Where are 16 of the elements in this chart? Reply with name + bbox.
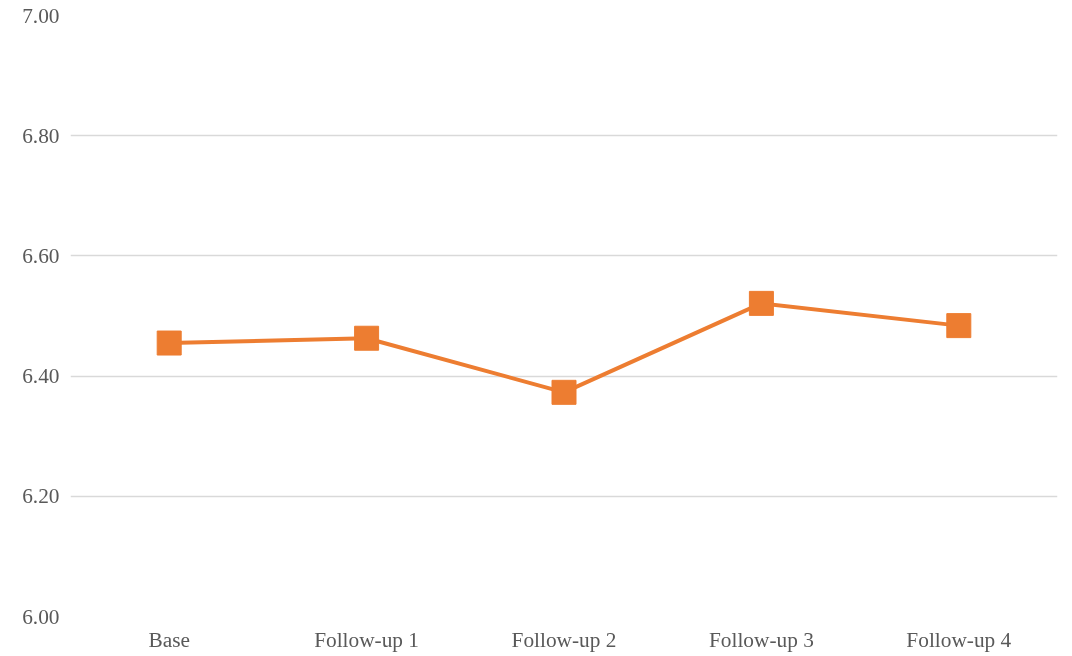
point	[551, 379, 577, 405]
y-tick-label: 6.60	[22, 243, 60, 268]
point	[156, 330, 182, 356]
x-tick-label: Follow-up 1	[314, 627, 420, 652]
y-tick-label: 6.00	[22, 604, 60, 629]
point	[354, 325, 380, 351]
point	[946, 313, 972, 339]
y-tick-label: 6.80	[22, 123, 60, 148]
y-tick-label: 6.20	[22, 484, 60, 509]
x-tick-label: Base	[148, 627, 190, 652]
point	[748, 290, 774, 316]
x-tick-label: Follow-up 4	[906, 627, 1012, 652]
x-tick-label: Follow-up 2	[511, 627, 617, 652]
x-tick-label: Follow-up 3	[708, 627, 814, 652]
y-tick-label: 7.00	[22, 3, 60, 28]
y-tick-label: 6.40	[22, 364, 60, 389]
